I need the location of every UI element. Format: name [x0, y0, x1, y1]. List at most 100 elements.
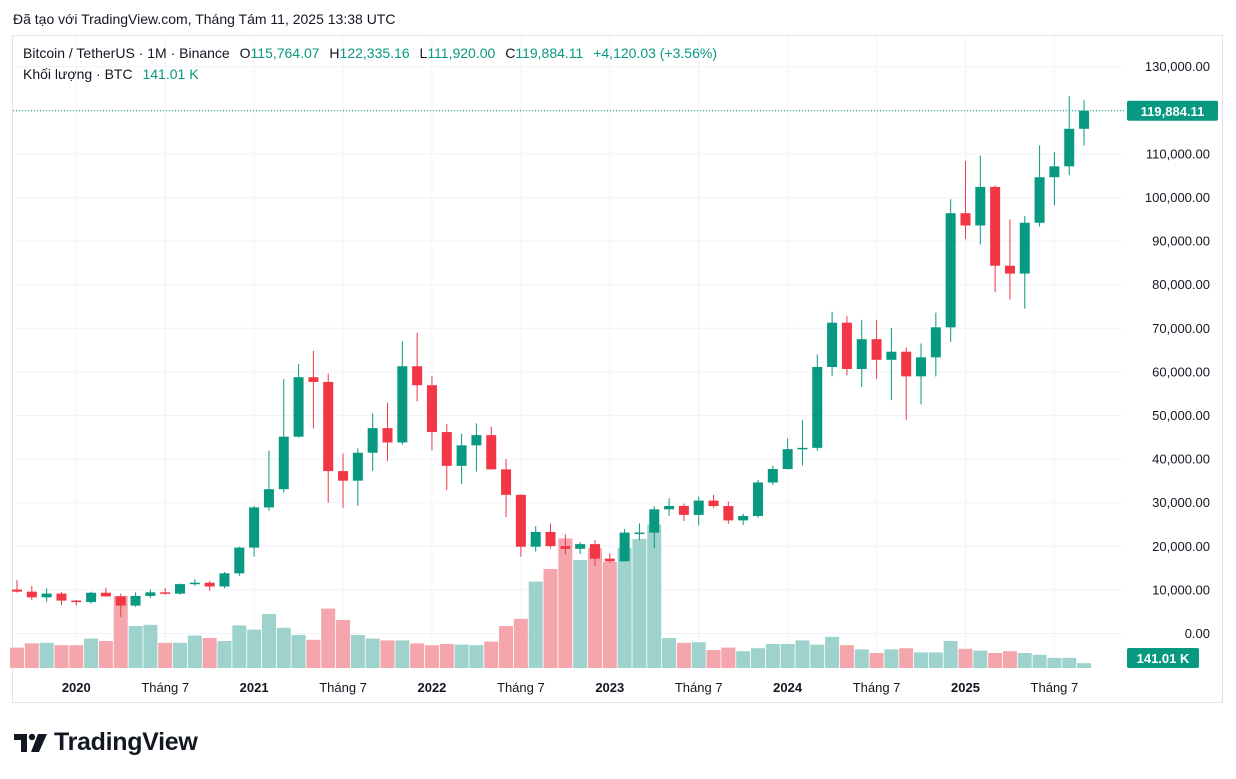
candle-body[interactable] [175, 584, 186, 594]
candle-body[interactable] [486, 435, 497, 470]
candle-body[interactable] [204, 582, 215, 587]
candle-body[interactable] [412, 366, 423, 386]
volume-bar [84, 638, 99, 668]
candle-body[interactable] [12, 589, 22, 592]
candle-body[interactable] [471, 435, 482, 446]
candle-body[interactable] [426, 385, 437, 433]
candle-body[interactable] [338, 471, 349, 481]
candle-body[interactable] [382, 428, 393, 443]
candle-body[interactable] [1079, 110, 1090, 129]
volume-bar [1017, 653, 1032, 668]
volume-bar [128, 626, 143, 668]
candle-body[interactable] [604, 558, 615, 562]
candle-body[interactable] [945, 213, 956, 328]
candle-body[interactable] [827, 322, 838, 367]
candle-body[interactable] [71, 600, 82, 603]
candle-body[interactable] [1034, 177, 1045, 223]
candle-body[interactable] [160, 592, 171, 594]
candle-body[interactable] [930, 327, 941, 358]
candle-body[interactable] [278, 436, 289, 490]
high-label: H [329, 45, 340, 61]
candle-body[interactable] [145, 592, 156, 596]
tradingview-logo[interactable]: TradingView [14, 728, 198, 757]
candle-body[interactable] [308, 377, 319, 382]
candle-body[interactable] [293, 377, 304, 437]
candle-body[interactable] [634, 532, 645, 535]
close-value: 119,884.11 [515, 45, 584, 61]
candle-body[interactable] [782, 449, 793, 470]
candle-body[interactable] [797, 447, 808, 450]
candle-body[interactable] [234, 547, 245, 574]
candle-body[interactable] [441, 432, 452, 466]
candle-body[interactable] [738, 515, 749, 521]
candle-body[interactable] [960, 213, 971, 226]
candle-body[interactable] [100, 592, 111, 597]
last-price-badge-text: 119,884.11 [1141, 104, 1205, 119]
candle-body[interactable] [367, 428, 378, 453]
candle-body[interactable] [871, 339, 882, 360]
volume-badge-text: 141.01 K [1137, 651, 1190, 666]
chart-frame[interactable] [12, 35, 1223, 703]
candle-body[interactable] [545, 531, 556, 547]
volume-legend: Khối lượng · BTC 141.01 K [23, 66, 199, 82]
symbol-label[interactable]: Bitcoin / TetherUS · 1M · Binance [23, 45, 230, 61]
candle-body[interactable] [723, 506, 734, 521]
volume-bar [24, 643, 39, 668]
candle-body[interactable] [352, 452, 363, 481]
candle-body[interactable] [693, 500, 704, 515]
candle-body[interactable] [975, 186, 986, 226]
candle-body[interactable] [649, 509, 660, 533]
candle-body[interactable] [619, 532, 630, 562]
candle-body[interactable] [130, 595, 141, 606]
candle-body[interactable] [589, 544, 600, 559]
volume-bar [410, 643, 425, 668]
candle-body[interactable] [753, 482, 763, 516]
candle-body[interactable] [219, 573, 230, 587]
price-tick-label: 90,000.00 [1152, 234, 1210, 249]
candle-body[interactable] [575, 544, 586, 549]
candle-body[interactable] [456, 445, 467, 466]
candle-body[interactable] [678, 505, 689, 515]
candle-body[interactable] [86, 592, 97, 603]
candle-body[interactable] [115, 596, 126, 606]
candle-body[interactable] [263, 489, 274, 508]
candle-body[interactable] [189, 582, 200, 585]
candle-body[interactable] [812, 366, 823, 448]
candle-body[interactable] [501, 469, 512, 495]
volume-label[interactable]: Khối lượng · BTC [23, 66, 133, 82]
candle-body[interactable] [990, 186, 1001, 266]
candle-body[interactable] [515, 494, 526, 547]
candle-body[interactable] [901, 351, 912, 377]
candle-body[interactable] [397, 366, 408, 443]
candle-body[interactable] [767, 469, 778, 483]
candle-body[interactable] [323, 381, 334, 472]
candle-body[interactable] [856, 339, 867, 369]
candle-body[interactable] [886, 351, 897, 360]
candle-body[interactable] [664, 505, 675, 510]
volume-bar [380, 640, 395, 668]
candle-body[interactable] [1064, 128, 1075, 167]
candle-body[interactable] [1004, 265, 1015, 274]
volume-bar [573, 560, 588, 668]
volume-bar [914, 652, 929, 668]
candle-body[interactable] [530, 531, 541, 547]
candle-body[interactable] [26, 591, 37, 598]
volume-bar [617, 548, 632, 668]
candle-body[interactable] [249, 507, 260, 548]
volume-bar [187, 635, 202, 668]
candle-body[interactable] [708, 500, 719, 507]
volume-bar [1047, 657, 1062, 668]
candle-body[interactable] [560, 546, 571, 549]
candle-body[interactable] [841, 322, 852, 369]
candle-body[interactable] [56, 593, 67, 601]
candle-body[interactable] [916, 357, 927, 377]
volume-bar [543, 569, 558, 668]
chart-caption: Đã tạo với TradingView.com, Tháng Tám 11… [13, 11, 396, 27]
volume-bar [988, 653, 1003, 668]
candle-body[interactable] [1019, 222, 1030, 274]
change-value: +4,120.03 (+3.56%) [593, 45, 717, 61]
candle-body[interactable] [1049, 166, 1060, 178]
candle-body[interactable] [41, 593, 52, 598]
time-tick-label: 2023 [595, 680, 624, 695]
